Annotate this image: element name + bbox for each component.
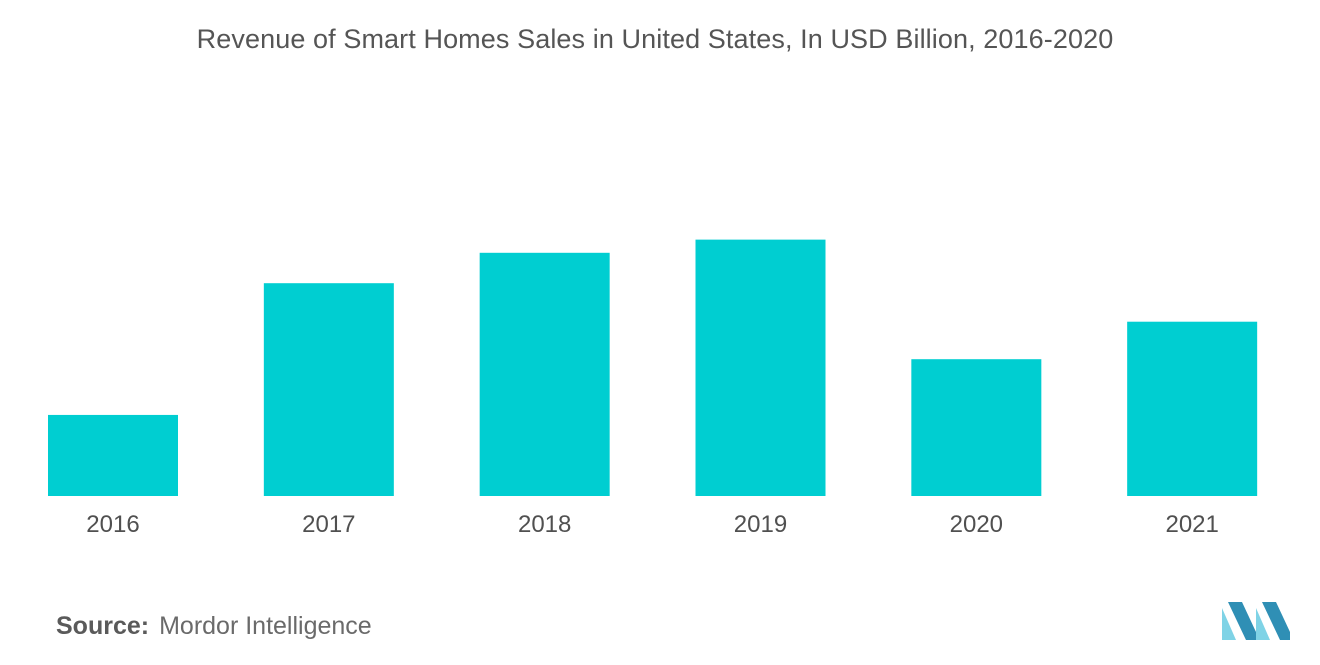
source-label: Source: (56, 612, 150, 640)
bar-2016 (48, 414, 178, 496)
bar-2017 (263, 283, 394, 496)
x-tick-label-2019: 2019 (734, 511, 787, 538)
bar-2019 (695, 239, 826, 497)
x-tick-label-2020: 2020 (950, 511, 1003, 538)
source-value: Mordor Intelligence (159, 612, 372, 640)
bar-2021 (1127, 321, 1258, 496)
x-tick-label-2016: 2016 (86, 511, 139, 538)
chart-title: Revenue of Smart Homes Sales in United S… (196, 24, 1114, 54)
x-tick-label-2021: 2021 (1165, 511, 1218, 538)
bar-2018 (479, 252, 610, 496)
source-line: Source: Mordor Intelligence (56, 612, 372, 641)
mordor-intelligence-logo-icon (1222, 602, 1290, 640)
bar-chart: 2016 2017 2018 2019 2020 2021 (48, 239, 1258, 538)
x-tick-label-2018: 2018 (518, 511, 571, 538)
bar-2020 (911, 359, 1042, 496)
x-tick-label-2017: 2017 (302, 511, 355, 538)
